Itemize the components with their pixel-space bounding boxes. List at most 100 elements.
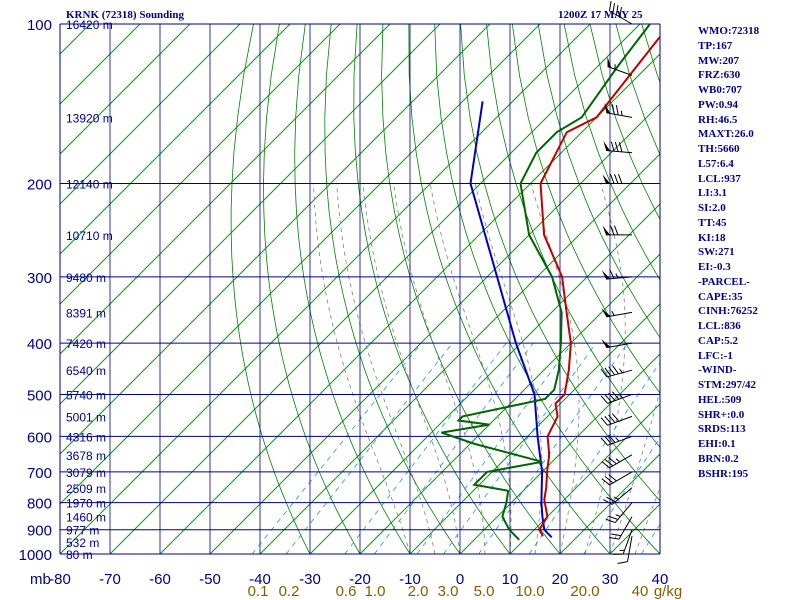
mixing-ratio-label: 3.0 [438, 583, 459, 600]
dewpoint-trace [441, 24, 651, 541]
moist-adiabat-line [313, 183, 411, 554]
dry-adiabat-line [230, 24, 311, 554]
temperature-trace [538, 35, 660, 537]
index-item: MAXT:26.0 [698, 128, 754, 141]
mixing-ratio-line [583, 436, 660, 554]
wind-barb [601, 269, 633, 280]
height-label: 977 m [66, 524, 99, 538]
dry-adiabat-line [434, 24, 660, 554]
wind-barb-staff [606, 342, 633, 349]
height-label: 532 m [66, 536, 99, 550]
index-item: SW:271 [698, 246, 735, 259]
stability-indices-panel: WMO:72318 TP:167 MW:207 FRZ:630 WB0:707 PW:0.… [698, 24, 759, 481]
wind-barb-staff [618, 516, 633, 540]
mixing-ratio-label: 10.0 [515, 583, 544, 600]
wind-barb-staff [606, 311, 633, 318]
wind-barb-feather [615, 104, 619, 115]
moist-adiabat-line [634, 486, 660, 554]
dry-adiabat-line [381, 24, 561, 554]
wind-barb [600, 391, 633, 404]
index-item: SI:2.0 [698, 202, 726, 214]
temperature-tick-label: -10 [399, 571, 421, 588]
isotherm-line [60, 24, 591, 554]
wind-barb-flag [607, 56, 612, 68]
isotherm-line [509, 403, 660, 554]
wind-barb-feather [609, 225, 615, 236]
index-item: BRN:0.2 [698, 452, 739, 465]
wind-barb-feather [600, 395, 608, 404]
wind-barb-staff [611, 487, 633, 505]
temperature-tick-label: 10 [502, 571, 519, 588]
wind-barb [602, 225, 632, 236]
wind-barb-flag [601, 270, 611, 280]
wind-barb-staff [614, 502, 633, 523]
mixing-ratio-label: 0.1 [248, 583, 269, 600]
index-item: CAP:5.2 [698, 334, 739, 347]
height-label: 3079 m [66, 466, 106, 480]
wind-barb-half-feather [615, 437, 620, 442]
dry-adiabat-line [511, 24, 660, 394]
wind-barb-staff [607, 393, 633, 404]
isotherm-line [60, 24, 541, 505]
height-label: 9480 m [66, 271, 106, 285]
wind-barb-flag [602, 225, 610, 235]
wind-barb-feather [612, 3, 616, 14]
temperature-tick-label: -80 [49, 571, 71, 588]
mixing-ratio-label: 0.6 [336, 583, 357, 600]
wind-barb-feather [608, 457, 617, 465]
wind-barb-half-feather [615, 273, 619, 279]
mixing-ratio-line [344, 342, 507, 554]
isotherm-line [559, 453, 660, 554]
isotherm-line [359, 253, 660, 554]
wind-barb [600, 434, 633, 446]
height-label: 1970 m [66, 497, 106, 511]
wind-barb-feather [610, 141, 615, 152]
mixing-ratio-label: 40 [632, 583, 649, 600]
mixing-ratio-line [528, 361, 660, 554]
wind-barb-flag [601, 339, 611, 348]
wind-barb-staff [609, 471, 633, 486]
wind-barb-feather [609, 537, 620, 540]
moist-adiabat-line [530, 183, 580, 554]
temperature-tick-label: -50 [199, 571, 221, 588]
temperature-tick-label: 40 [652, 571, 669, 588]
index-item: TP:167 [698, 39, 733, 52]
index-item: EHI:0.1 [698, 438, 736, 450]
wind-barb-flag [603, 140, 611, 151]
mixing-ratio-label: 0.2 [279, 583, 300, 600]
wind-barb-feather [609, 269, 615, 279]
height-label: 6540 m [66, 364, 106, 378]
wind-barb-feather [608, 392, 616, 401]
wind-barb-flag [602, 174, 610, 184]
isotherm-line [209, 103, 660, 554]
index-item: MW:207 [698, 54, 739, 67]
index-item: LCL:836 [698, 320, 741, 332]
wind-barb-feather [604, 459, 614, 467]
wind-barb-staff [606, 112, 633, 118]
wind-barb-feather [604, 394, 612, 403]
index-item: L57:6.4 [698, 157, 734, 170]
index-item: -WIND- [698, 364, 737, 377]
wind-barb-feather [608, 515, 619, 520]
isotherm-line [259, 153, 660, 554]
isotherm-line [309, 203, 660, 554]
mixing-ratio-label: 5.0 [474, 583, 495, 600]
index-item: FRZ:630 [698, 69, 741, 82]
isotherm-line [60, 24, 391, 355]
wind-barb-feather [604, 436, 612, 445]
isotherm-line [60, 24, 491, 455]
wind-barb [605, 502, 633, 524]
index-item: WB0:707 [698, 84, 742, 96]
wind-barb-feather [608, 474, 617, 482]
wind-barb-feather [608, 366, 616, 376]
mixing-ratio-line [251, 342, 422, 554]
dry-adiabat-line [263, 24, 361, 554]
index-item: CAPE:35 [698, 290, 743, 303]
wind-barb-feather [604, 416, 612, 425]
wind-barb-feather [615, 5, 619, 16]
wind-barb-half-feather [619, 368, 623, 374]
wind-barb-staff [607, 415, 633, 426]
height-label: 2509 m [66, 482, 106, 496]
index-item: PW:0.94 [698, 98, 739, 111]
